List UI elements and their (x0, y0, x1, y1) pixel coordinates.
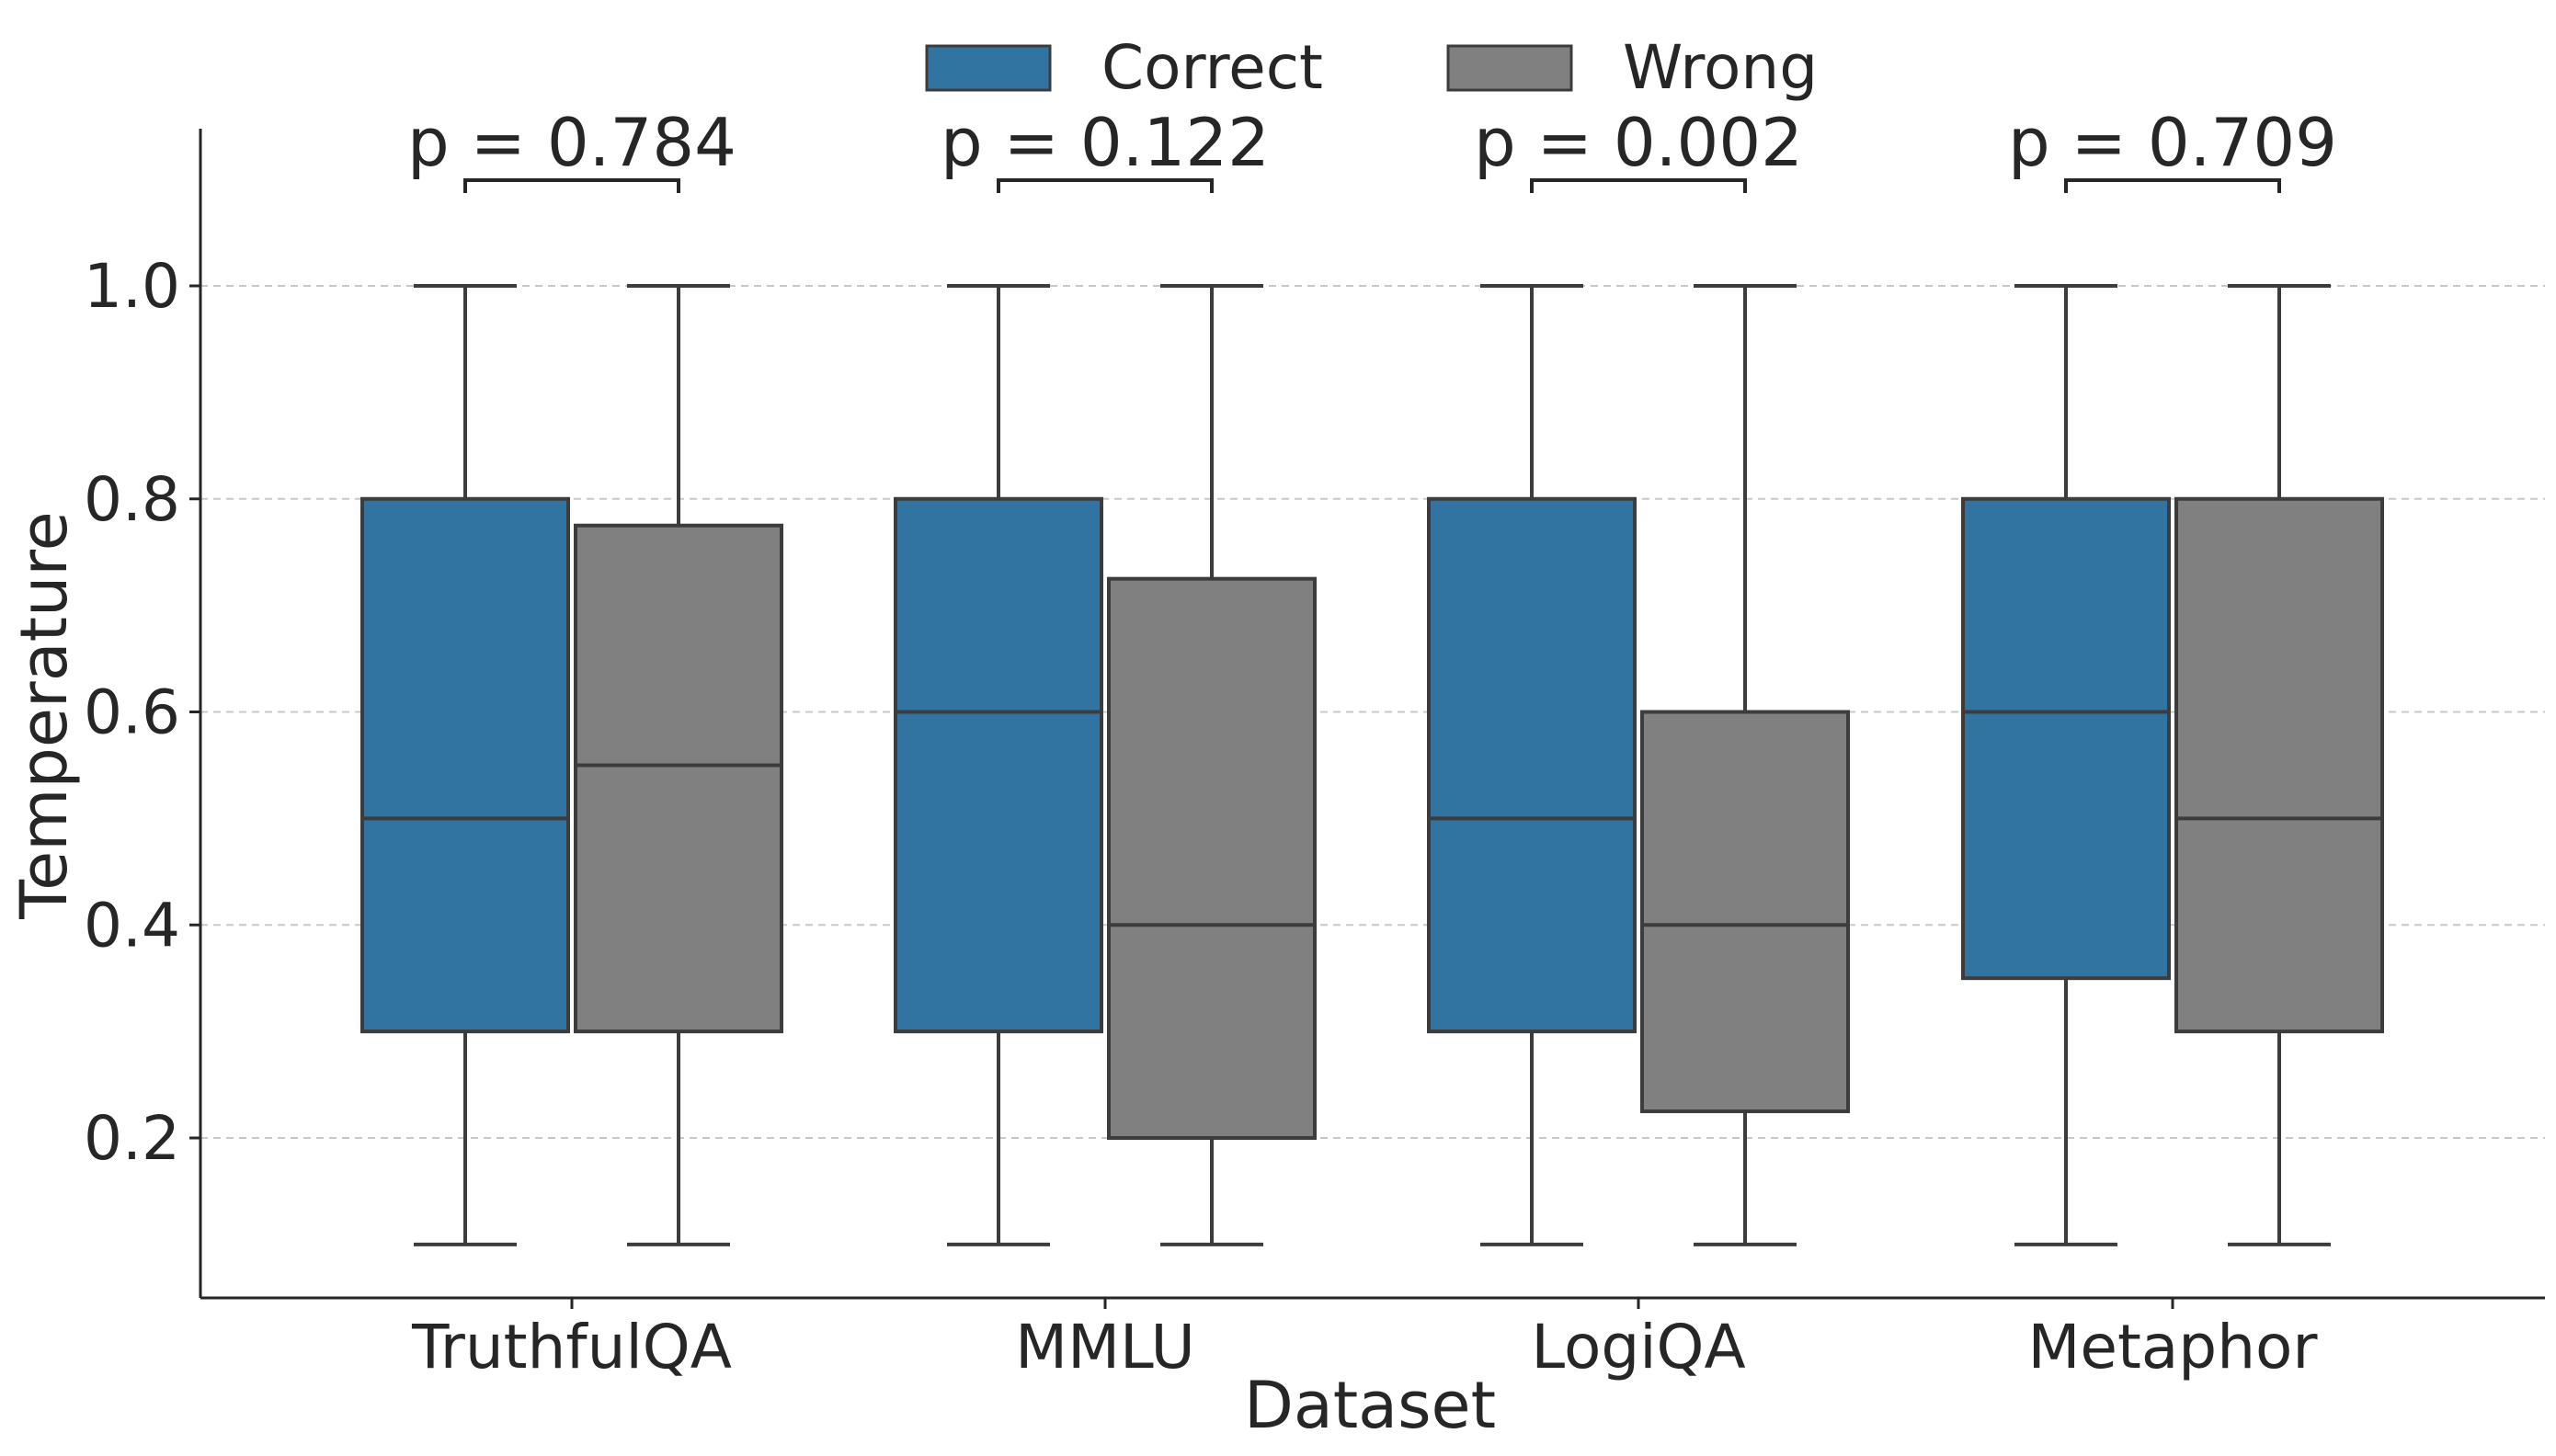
y-tick-label: 0.2 (84, 1103, 180, 1174)
box-wrong-metaphor (2174, 284, 2384, 1246)
legend-label-wrong: Wrong (1623, 32, 1818, 103)
box-correct-truthfulqa (360, 284, 570, 1246)
y-axis-title: Temperature (6, 511, 82, 919)
axes: 0.2 0.4 0.6 0.8 1.0 TruthfulQA MMLU LogiQA Metap… (84, 129, 2545, 1382)
legend-swatch-wrong (1446, 44, 1573, 92)
significance-bracket (463, 178, 680, 193)
significance-bracket (1530, 178, 1747, 193)
iqr-box (1427, 496, 1637, 1034)
x-axis-title: Dataset (1244, 1368, 1496, 1443)
y-tick-label: 1.0 (84, 251, 180, 322)
significance-bracket (997, 178, 1214, 193)
y-tick-label: 0.6 (84, 677, 180, 748)
box-correct-metaphor (1961, 284, 2171, 1246)
x-tick-label: LogiQA (1531, 1312, 1745, 1382)
x-tick-label: MMLU (1015, 1312, 1195, 1382)
iqr-box (894, 496, 1103, 1034)
iqr-box (2174, 496, 2384, 1034)
iqr-box (360, 496, 570, 1034)
legend-swatch-correct (925, 44, 1052, 92)
p-value-label: p = 0.709 (2008, 104, 2337, 181)
x-tick-label: Metaphor (2027, 1312, 2318, 1382)
legend-label-correct: Correct (1101, 32, 1323, 103)
box-wrong-mmlu (1107, 284, 1317, 1246)
y-tick-label: 0.4 (84, 890, 180, 961)
p-value-label: p = 0.122 (941, 104, 1270, 181)
iqr-box (1107, 576, 1317, 1140)
box-plot-area (360, 284, 2384, 1246)
significance-bracket (2064, 178, 2281, 193)
p-value-label: p = 0.784 (407, 104, 736, 181)
box-wrong-logiqa (1640, 284, 1850, 1246)
x-tick-label: TruthfulQA (411, 1312, 732, 1382)
y-tick-label: 0.8 (84, 464, 180, 535)
box-correct-logiqa (1427, 284, 1637, 1246)
box-correct-mmlu (894, 284, 1103, 1246)
p-value-label: p = 0.002 (1474, 104, 1803, 181)
iqr-box (1640, 710, 1850, 1114)
p-value-annotations: p = 0.784 p = 0.122 p = 0.002 p = 0.709 (407, 104, 2337, 193)
box-wrong-truthfulqa (574, 284, 783, 1246)
iqr-box (1961, 496, 2171, 981)
legend: Correct Wrong (925, 32, 1818, 103)
iqr-box (574, 523, 783, 1034)
